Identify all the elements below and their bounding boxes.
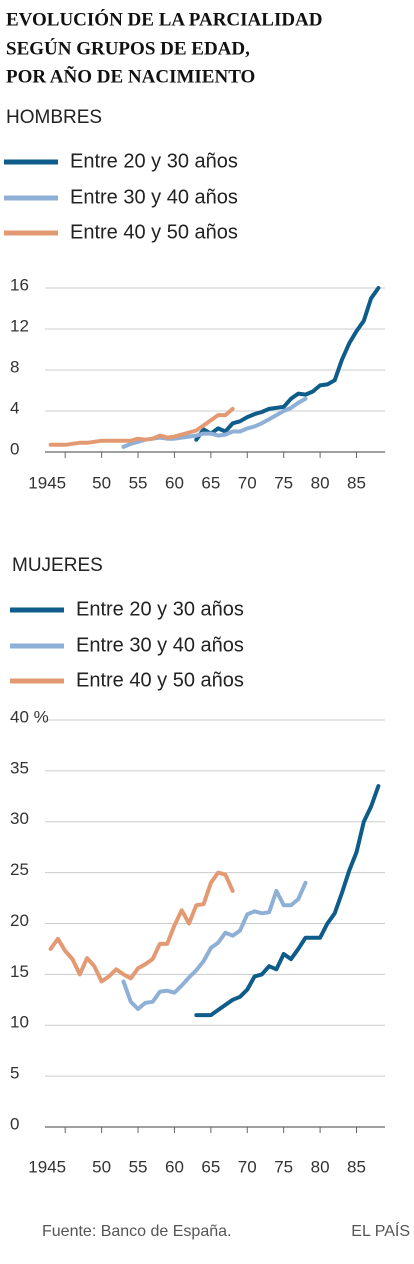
data-line: [48, 870, 235, 984]
title-line: EVOLUCIÓN DE LA PARCIALIDAD: [6, 8, 323, 30]
x-tick-label: 50: [92, 1157, 111, 1176]
x-tick-label: 50: [92, 473, 111, 492]
x-tick-label: 1945: [28, 473, 66, 492]
source: Fuente: Banco de España.: [42, 1223, 231, 1240]
x-tick-label: 60: [165, 473, 184, 492]
y-tick-label: 15: [10, 962, 29, 981]
legend-label: Entre 40 y 50 años: [70, 221, 238, 243]
x-tick-label: 80: [311, 1157, 330, 1176]
data-line: [194, 784, 381, 1018]
y-tick-label: 5: [10, 1064, 19, 1083]
x-tick-label: 1945: [28, 1157, 66, 1176]
title-line: POR AÑO DE NACIMIENTO: [6, 65, 255, 87]
y-tick-label: 12: [10, 316, 29, 335]
x-tick-label: 70: [238, 1157, 257, 1176]
x-tick-label: 80: [311, 473, 330, 492]
y-tick-label: 8: [10, 357, 19, 376]
y-tick-label: 16: [10, 275, 29, 294]
x-tick-label: 75: [274, 1157, 293, 1176]
title-line: SEGÚN GRUPOS DE EDAD,: [6, 37, 250, 59]
y-tick-label: 0: [10, 1114, 19, 1133]
x-tick-label: 70: [238, 473, 257, 492]
y-tick-label: 4: [10, 398, 19, 417]
legend-label: Entre 30 y 40 años: [76, 634, 244, 656]
x-tick-label: 60: [165, 1157, 184, 1176]
y-tick-label: 40 %: [10, 707, 49, 726]
legend-label: Entre 20 y 30 años: [76, 598, 244, 620]
y-tick-label: 20: [10, 911, 29, 930]
data-line: [194, 286, 381, 442]
legend-label: Entre 20 y 30 años: [70, 150, 238, 172]
x-tick-label: 55: [129, 473, 148, 492]
y-tick-label: 10: [10, 1013, 29, 1032]
x-tick-label: 85: [347, 473, 366, 492]
y-tick-label: 35: [10, 758, 29, 777]
x-tick-label: 85: [347, 1157, 366, 1176]
y-tick-label: 25: [10, 860, 29, 879]
data-line: [48, 406, 235, 447]
panel-subtitle: MUJERES: [12, 555, 103, 576]
panel-subtitle: HOMBRES: [6, 107, 102, 128]
legend-label: Entre 30 y 40 años: [70, 186, 238, 208]
y-tick-label: 0: [10, 439, 19, 458]
legend-label: Entre 40 y 50 años: [76, 669, 244, 691]
x-tick-label: 55: [129, 1157, 148, 1176]
credit: EL PAÍS: [351, 1221, 410, 1240]
x-tick-label: 75: [274, 473, 293, 492]
y-tick-label: 30: [10, 809, 29, 828]
data-line: [121, 880, 308, 1011]
x-tick-label: 65: [201, 473, 220, 492]
x-tick-label: 65: [201, 1157, 220, 1176]
